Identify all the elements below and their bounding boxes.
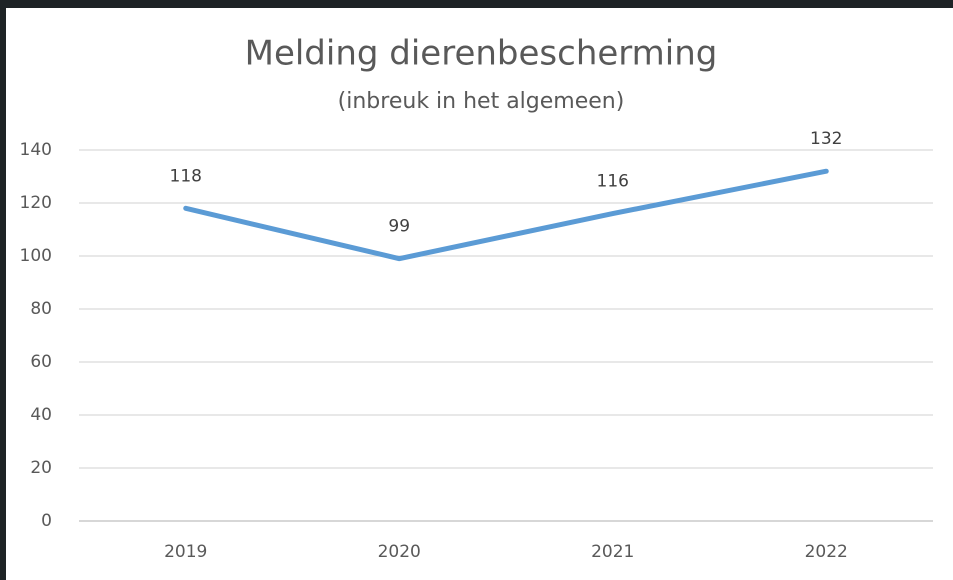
chart-area — [6, 8, 953, 580]
y-tick-label: 140 — [20, 140, 52, 160]
data-label: 132 — [810, 129, 842, 149]
y-tick-label: 40 — [30, 405, 52, 425]
y-tick-label: 0 — [41, 511, 52, 531]
line — [183, 168, 829, 262]
data-label: 99 — [388, 217, 410, 237]
data-label: 118 — [170, 166, 202, 186]
y-tick-label: 20 — [30, 458, 52, 478]
y-tick-label: 60 — [30, 352, 52, 372]
y-tick-label: 80 — [30, 299, 52, 319]
x-tick-label: 2021 — [591, 542, 634, 562]
chart-title: Melding dierenbescherming — [245, 34, 718, 74]
x-tick-label: 2020 — [378, 542, 421, 562]
x-tick-label: 2019 — [164, 542, 207, 562]
x-tick-label: 2022 — [805, 542, 848, 562]
data-label: 116 — [597, 172, 629, 192]
y-tick-label: 120 — [20, 193, 52, 213]
chart-subtitle: (inbreuk in het algemeen) — [338, 89, 625, 114]
y-tick-label: 100 — [20, 246, 52, 266]
